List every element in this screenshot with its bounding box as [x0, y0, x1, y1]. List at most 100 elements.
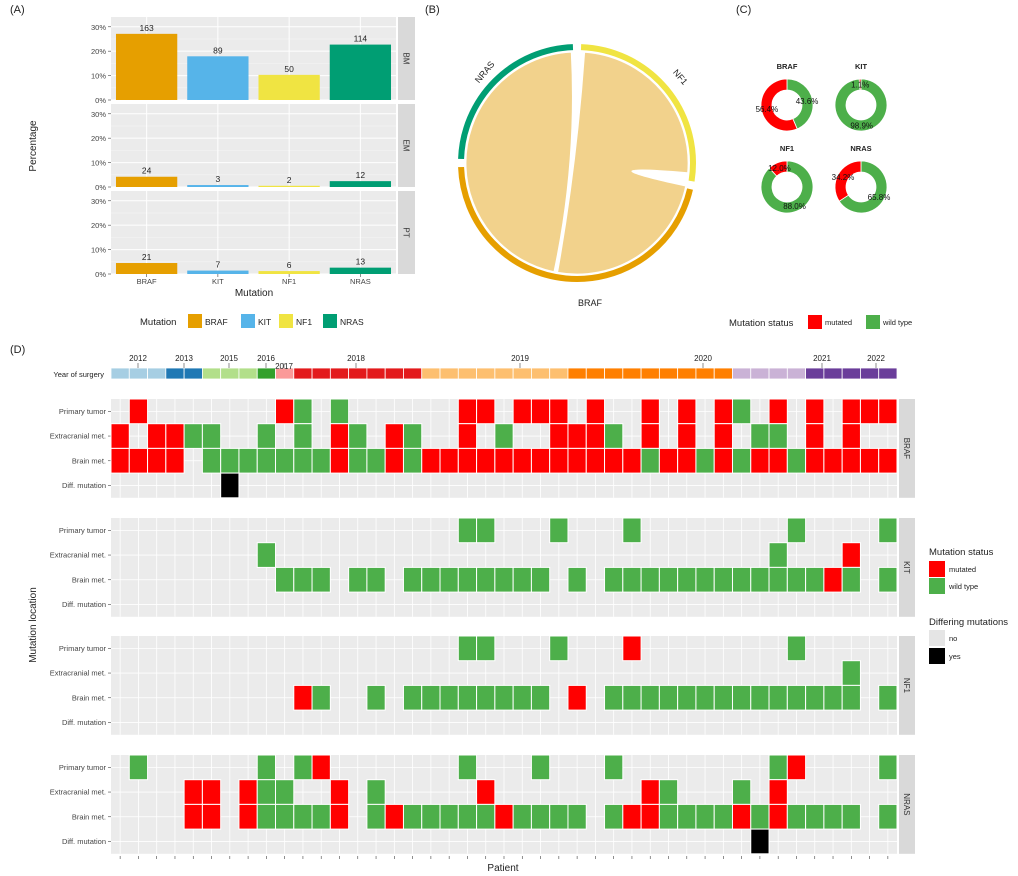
cell-wild-type: [823, 684, 843, 711]
panel-label-a: (A): [10, 4, 25, 16]
year-cell: [531, 367, 551, 380]
year-cell: [823, 367, 843, 380]
cell-wild-type: [476, 803, 496, 830]
bar-value-label: 89: [213, 45, 223, 55]
year-cell: [732, 367, 752, 380]
cell-wild-type: [366, 684, 386, 711]
cell-mutated: [640, 779, 660, 805]
sector-label-braf: BRAF: [578, 298, 603, 308]
cell-wild-type: [841, 660, 861, 686]
cell-wild-type: [878, 566, 898, 593]
cell-wild-type: [805, 684, 825, 711]
cell-wild-type: [768, 566, 788, 593]
cell-wild-type: [402, 423, 423, 449]
cell-wild-type: [275, 447, 295, 474]
bar-kit: [187, 270, 249, 274]
year-cell: [713, 367, 733, 380]
cell-mutated: [585, 398, 606, 425]
patient-ticks: [119, 856, 889, 859]
cell-wild-type: [457, 566, 478, 593]
cell-wild-type: [677, 684, 697, 711]
year-cell: [311, 367, 331, 380]
cell-mutated: [384, 423, 404, 449]
legend-label: BRAF: [205, 317, 228, 327]
donut-title: KIT: [855, 62, 868, 71]
cell-wild-type: [677, 566, 697, 593]
y-tick-label: 10%: [91, 72, 106, 81]
cell-wild-type: [713, 803, 733, 830]
year-label: 2019: [511, 354, 529, 363]
year-cell: [549, 367, 569, 380]
cell-wild-type: [256, 423, 277, 449]
cell-mutated: [622, 635, 642, 662]
year-cell: [348, 367, 368, 380]
gene-strip: [899, 399, 915, 498]
gene-facet-nras: Primary tumor Extracranial met. Brain met.…: [50, 754, 915, 855]
cell-wild-type: [402, 684, 423, 711]
donut-nf1: NF1 12.0% 88.0%: [760, 144, 814, 214]
cell-mutated: [147, 423, 167, 449]
cell-mutated: [604, 447, 624, 474]
bar-value-label: 2: [287, 175, 292, 185]
cell-wild-type: [768, 754, 788, 781]
year-label: 2018: [347, 354, 365, 363]
year-label: 2020: [694, 354, 712, 363]
mutation-status-legend-c-items: mutated wild type: [808, 315, 912, 329]
cell-mutated: [786, 754, 807, 781]
y-tick-label: 30%: [91, 110, 106, 119]
cell-wild-type: [731, 398, 752, 425]
cell-mutated: [311, 754, 331, 781]
bar-braf: [115, 176, 178, 187]
bar-kit: [187, 185, 249, 187]
legend-label: mutated: [825, 318, 852, 327]
mutation-legend-items: BRAF KIT NF1 NRAS: [188, 314, 364, 328]
facet-pt: PT 0% 10% 20% 30% 21 7 6 13: [91, 191, 415, 279]
row-label: Primary tumor: [59, 644, 107, 653]
legend-label: yes: [949, 652, 961, 661]
cell-mutated: [622, 447, 642, 474]
cell-wild-type: [293, 447, 313, 474]
y-tick-label: 0%: [95, 270, 106, 279]
year-cell: [110, 367, 130, 380]
legend-key-no: [929, 630, 945, 646]
cell-mutated: [275, 398, 295, 425]
legend-key-braf: [188, 314, 202, 328]
cell-mutated: [512, 398, 532, 425]
cell-wild-type: [567, 566, 587, 593]
cell-mutated: [878, 447, 898, 474]
panel-label-d: (D): [10, 344, 25, 356]
donut-slice-mutated: [760, 78, 798, 132]
cell-mutated: [384, 447, 404, 474]
cell-wild-type: [476, 684, 496, 711]
cell-wild-type: [366, 779, 386, 805]
gene-facet-nf1: Primary tumor Extracranial met. Brain met.…: [50, 635, 915, 735]
cell-wild-type: [622, 684, 642, 711]
y-tick-label: 20%: [91, 221, 106, 230]
mutation-legend-title: Mutation: [140, 317, 176, 328]
y-axis-label-location: Mutation location: [28, 587, 39, 663]
cell-wild-type: [421, 803, 441, 830]
cell-mutated: [238, 779, 258, 805]
row-label: Primary tumor: [59, 763, 107, 772]
y-tick-label: 10%: [91, 246, 106, 255]
gene-facet-braf: Primary tumor Extracranial met. Brain met.…: [50, 398, 915, 499]
cell-mutated: [841, 398, 861, 425]
cell-wild-type: [878, 517, 898, 544]
bar-value-label: 7: [216, 260, 221, 270]
cell-wild-type: [731, 566, 752, 593]
cell-mutated: [238, 803, 258, 830]
cell-wild-type: [275, 566, 295, 593]
cell-wild-type: [366, 447, 386, 474]
cell-mutated: [585, 423, 606, 449]
cell-mutated: [713, 398, 733, 425]
bar-nf1: [258, 74, 320, 100]
cell-wild-type: [695, 447, 715, 474]
year-cell: [841, 367, 861, 380]
cell-mutated: [329, 803, 350, 830]
year-cell: [805, 367, 825, 380]
cell-mutated: [768, 398, 788, 425]
mutation-legend: Mutation BRAF KIT NF1 NRAS: [140, 314, 364, 328]
